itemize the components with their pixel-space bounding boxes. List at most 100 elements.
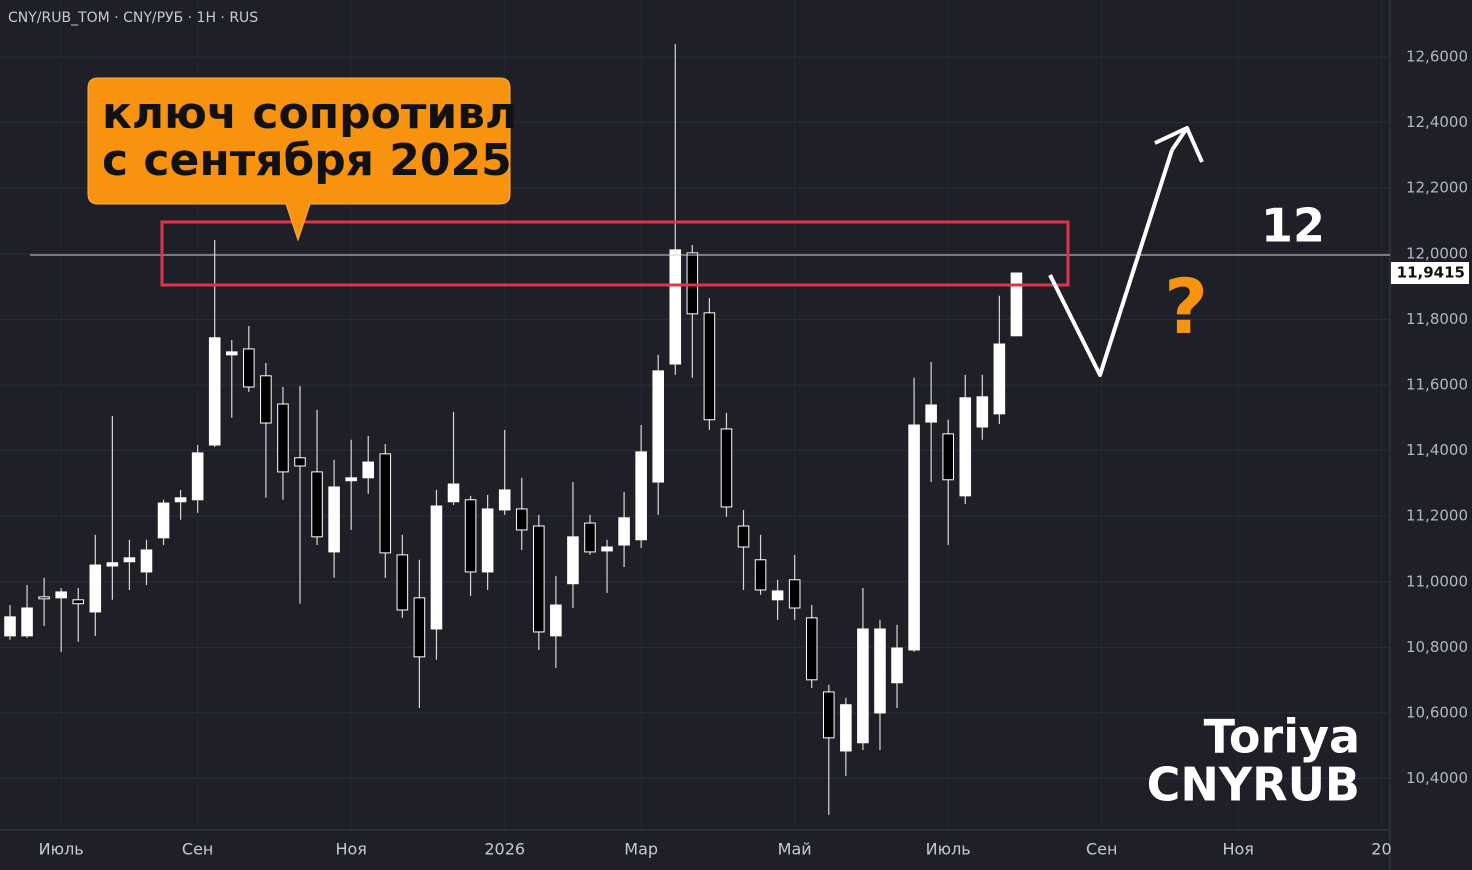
last-price-label: 11,9415 bbox=[1397, 264, 1465, 282]
candle-body bbox=[4, 616, 16, 637]
candle-body bbox=[208, 337, 221, 446]
candle-body bbox=[976, 396, 989, 428]
candle-body bbox=[823, 691, 835, 739]
arrow-head bbox=[1154, 126, 1204, 163]
candle-body bbox=[652, 370, 665, 483]
candle-body bbox=[260, 375, 272, 424]
x-tick-label: Июль bbox=[39, 840, 84, 859]
candle-body bbox=[754, 559, 767, 591]
axes: 10,4000 10,6000 10,8000 11,0000 11,2000 11,40… bbox=[39, 48, 1469, 859]
y-tick-label: 11,6000 bbox=[1406, 375, 1468, 393]
x-tick-label: Ноя bbox=[1222, 840, 1253, 859]
candle-body bbox=[21, 607, 33, 637]
forecast-arrow bbox=[1048, 149, 1174, 377]
candle-body bbox=[805, 617, 818, 681]
y-tick-label: 12,6000 bbox=[1406, 48, 1468, 66]
candle-body bbox=[1010, 272, 1023, 337]
candle-body bbox=[106, 562, 119, 567]
candle-body bbox=[788, 579, 801, 609]
grid bbox=[0, 0, 1390, 830]
candle-body bbox=[737, 525, 750, 548]
candle-body bbox=[908, 424, 920, 651]
candle-body bbox=[38, 596, 50, 600]
candle-body bbox=[857, 628, 869, 744]
y-tick-label: 10,6000 bbox=[1406, 703, 1468, 721]
candle-body bbox=[959, 397, 972, 497]
candle-body bbox=[157, 502, 170, 539]
candle-body bbox=[618, 517, 630, 546]
candle-body bbox=[891, 647, 903, 684]
callout-box bbox=[87, 77, 511, 242]
candle-body bbox=[635, 451, 647, 541]
candle-body bbox=[481, 508, 494, 573]
x-tick-label: Июль bbox=[926, 840, 971, 859]
candle-body bbox=[89, 564, 102, 613]
candle-body bbox=[277, 403, 289, 473]
brand: Toriya bbox=[1204, 710, 1360, 764]
candle-body bbox=[669, 249, 682, 365]
candle-body bbox=[720, 428, 733, 508]
candle-body bbox=[55, 591, 67, 599]
candle-body bbox=[140, 549, 153, 573]
candle-body bbox=[498, 489, 511, 511]
candle-body bbox=[294, 457, 306, 467]
candle-body bbox=[567, 536, 579, 585]
candle-body bbox=[515, 508, 528, 531]
arrow-shaft bbox=[1170, 126, 1189, 152]
candle-body bbox=[191, 452, 204, 501]
chart-title: CNY/RUB_TOM · CNY/РУБ · 1H · RUS bbox=[8, 10, 258, 26]
candle-body bbox=[328, 486, 340, 553]
candle-body bbox=[533, 525, 545, 633]
candle-body bbox=[225, 351, 238, 356]
y-tick-label: 11,4000 bbox=[1406, 441, 1468, 459]
callout-text: ключ сопротивл bbox=[102, 88, 517, 139]
candle-body bbox=[345, 477, 357, 482]
candle-body bbox=[72, 599, 85, 605]
x-tick-label: 2026 bbox=[484, 840, 525, 859]
y-tick-label: 10,4000 bbox=[1406, 769, 1468, 787]
question-mark: ? bbox=[1164, 262, 1208, 351]
x-tick-label: 20 bbox=[1371, 840, 1391, 859]
candle-body bbox=[311, 471, 323, 538]
y-tick-label: 11,2000 bbox=[1406, 507, 1468, 525]
candle-body bbox=[874, 628, 886, 714]
candle-body bbox=[771, 590, 784, 601]
x-tick-label: Мар bbox=[624, 840, 658, 859]
brand: CNYRUB bbox=[1147, 758, 1360, 812]
candle-body bbox=[362, 461, 375, 479]
candle-body bbox=[174, 497, 187, 503]
y-tick-label: 12,4000 bbox=[1406, 113, 1468, 131]
y-tick-label: 12,0000 bbox=[1406, 244, 1468, 262]
candle-body bbox=[686, 252, 699, 315]
x-tick-label: Май bbox=[778, 840, 812, 859]
candle-body bbox=[464, 499, 477, 573]
callout-text: с сентября 2025 bbox=[102, 135, 512, 186]
last-price-box bbox=[1391, 262, 1469, 285]
candle-body bbox=[430, 505, 443, 630]
candle-body bbox=[447, 483, 460, 503]
candle-body bbox=[993, 343, 1006, 415]
y-tick-label: 12,2000 bbox=[1406, 179, 1468, 197]
candle-body bbox=[925, 404, 937, 423]
candle-body bbox=[123, 557, 136, 563]
y-tick-label: 11,0000 bbox=[1406, 572, 1468, 590]
candle-body bbox=[396, 554, 409, 611]
candle-body bbox=[703, 312, 716, 421]
resistance-zone bbox=[160, 220, 1070, 287]
x-tick-label: Ноя bbox=[335, 840, 366, 859]
candles bbox=[4, 43, 1023, 815]
candle-body bbox=[550, 604, 562, 637]
candle-body bbox=[413, 597, 426, 658]
candle-body bbox=[942, 433, 954, 481]
x-tick-label: Сен bbox=[1086, 840, 1117, 859]
candle-body bbox=[601, 546, 613, 552]
candle-body bbox=[243, 348, 255, 388]
candle-body bbox=[379, 453, 392, 554]
candle-body bbox=[840, 704, 852, 752]
y-tick-label: 10,8000 bbox=[1406, 638, 1468, 656]
candle-body bbox=[584, 522, 596, 553]
level-label: 12 bbox=[1261, 199, 1325, 253]
